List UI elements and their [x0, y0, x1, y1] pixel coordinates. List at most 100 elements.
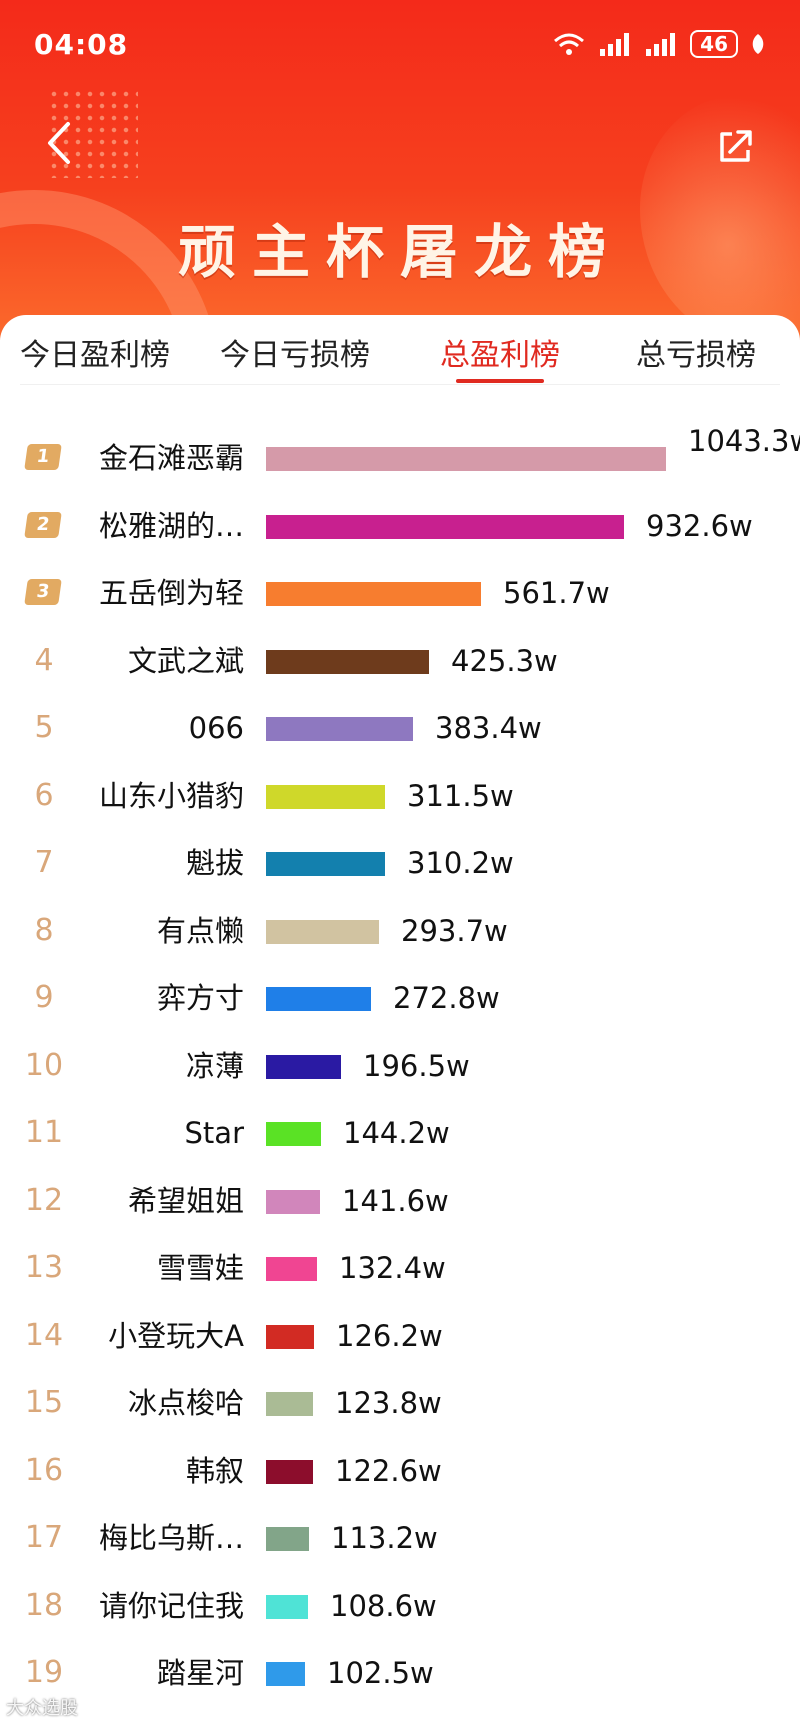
rank-number: 7 [34, 845, 54, 880]
trader-name: 弈方寸 [156, 981, 244, 1015]
rank-number: 16 [24, 1452, 64, 1488]
header-banner: 04:08 46 顽主杯屠龙榜 [0, 0, 800, 340]
wifi-icon [554, 33, 585, 55]
trader-name: 冰点梭哈 [127, 1386, 244, 1420]
profit-value: 425.3w [451, 643, 558, 678]
profit-value: 561.7w [503, 576, 610, 610]
profit-value: 102.5w [327, 1656, 434, 1690]
trader-name: 文武之斌 [127, 643, 244, 678]
rank-number: 14 [24, 1317, 64, 1353]
ranking-row[interactable]: 6 山东小猎豹 311.5w [0, 766, 800, 826]
profit-bar [266, 784, 385, 809]
back-arrow-icon[interactable] [40, 118, 76, 168]
trader-name: 金石滩恶霸 [98, 441, 244, 475]
ranking-row[interactable]: 1 金石滩恶霸 1043.3w [0, 424, 800, 488]
rank-medal-badge: 1 [24, 444, 62, 470]
rank-number: 11 [24, 1115, 64, 1150]
ranking-row[interactable]: 13 雪雪娃 132.4w [0, 1238, 800, 1298]
status-icons: 46 [552, 30, 766, 58]
profit-bar [266, 919, 379, 944]
profit-value: 144.2w [343, 1116, 450, 1150]
rank-number: 10 [24, 1047, 64, 1083]
profit-bar [266, 447, 666, 471]
tab-bar: 今日盈利榜 今日亏损榜 总盈利榜 总亏损榜 [0, 315, 800, 393]
ranking-row[interactable]: 12 希望姐姐 141.6w [0, 1171, 800, 1231]
profit-value: 122.6w [335, 1453, 442, 1488]
trader-name: 山东小猎豹 [98, 778, 244, 813]
profit-bar [266, 1122, 321, 1146]
watermark: 大众选股 [6, 1698, 78, 1719]
ranking-row[interactable]: 15 冰点梭哈 123.8w [0, 1373, 800, 1433]
signal-icon [600, 33, 630, 56]
trader-name: 请你记住我 [98, 1588, 244, 1623]
rank-number: 8 [34, 912, 54, 948]
ranking-row[interactable]: 7 魁拔 310.2w [0, 833, 800, 893]
ranking-row[interactable]: 18 请你记住我 108.6w [0, 1576, 800, 1636]
trader-name: 066 [188, 711, 244, 745]
battery-level: 46 [690, 30, 738, 58]
rank-number: 6 [34, 777, 54, 813]
status-time: 04:08 [34, 28, 129, 61]
profit-bar [266, 987, 371, 1011]
rank-number: 15 [24, 1385, 64, 1420]
trader-name: 魁拔 [185, 846, 244, 880]
profit-bar [266, 1189, 320, 1214]
ranking-row[interactable]: 3 五岳倒为轻 561.7w [0, 563, 800, 623]
profit-value: 132.4w [339, 1251, 446, 1285]
profit-bar [266, 649, 429, 674]
rank-number: 4 [34, 642, 54, 678]
ranking-row[interactable]: 5 066 383.4w [0, 698, 800, 758]
rank-number: 13 [24, 1250, 64, 1285]
profit-bar [266, 1324, 314, 1349]
profit-bar [266, 1257, 317, 1281]
profit-bar [266, 1054, 341, 1079]
ranking-row[interactable]: 2 松雅湖的… 932.6w [0, 496, 800, 556]
trader-name: 五岳倒为轻 [98, 576, 244, 610]
rank-medal-badge: 2 [24, 511, 62, 538]
trader-name: Star [184, 1116, 244, 1150]
ranking-row[interactable]: 9 弈方寸 272.8w [0, 968, 800, 1028]
rank-number: 17 [24, 1520, 64, 1555]
ranking-row[interactable]: 19 踏星河 102.5w [0, 1643, 800, 1703]
ranking-row[interactable]: 4 文武之斌 425.3w [0, 631, 800, 691]
trader-name: 松雅湖的… [98, 508, 244, 543]
ranking-row[interactable]: 8 有点懒 293.7w [0, 901, 800, 961]
rank-number: 19 [24, 1655, 64, 1690]
rank-number: 5 [34, 710, 54, 745]
profit-value: 108.6w [330, 1588, 437, 1623]
profit-value: 383.4w [435, 711, 542, 745]
profit-value: 311.5w [407, 778, 514, 813]
ranking-row[interactable]: 17 梅比乌斯… 113.2w [0, 1508, 800, 1568]
profit-bar [266, 1527, 309, 1551]
ranking-row[interactable]: 11 Star 144.2w [0, 1103, 800, 1163]
trader-name: 有点懒 [156, 913, 244, 948]
active-tab-indicator [456, 379, 544, 383]
tab-total-loss[interactable]: 总亏损榜 [636, 338, 756, 373]
rank-medal-badge: 3 [24, 579, 62, 605]
ranking-row[interactable]: 14 小登玩大A 126.2w [0, 1306, 800, 1366]
profit-value: 272.8w [393, 981, 500, 1015]
decor-dots [48, 88, 138, 178]
page-title: 顽主杯屠龙榜 [177, 218, 622, 286]
tab-total-profit[interactable]: 总盈利榜 [440, 338, 560, 373]
trader-name: 韩叙 [185, 1453, 244, 1488]
profit-value: 1043.3w [688, 424, 800, 458]
profit-bar [266, 1662, 305, 1686]
profit-bar [266, 582, 481, 606]
profit-value: 123.8w [335, 1386, 442, 1420]
profit-bar [266, 717, 413, 741]
rank-number: 18 [24, 1587, 64, 1623]
profit-bar [266, 1459, 313, 1484]
profit-bar [266, 514, 624, 539]
trader-name: 梅比乌斯… [98, 1521, 244, 1555]
tab-today-profit[interactable]: 今日盈利榜 [20, 338, 170, 373]
share-icon[interactable] [716, 126, 756, 166]
profit-value: 196.5w [363, 1048, 470, 1083]
trader-name: 凉薄 [185, 1048, 244, 1083]
ranking-row[interactable]: 10 凉薄 196.5w [0, 1036, 800, 1096]
profit-bar [266, 852, 385, 876]
trader-name: 雪雪娃 [156, 1251, 244, 1285]
profit-bar [266, 1594, 308, 1619]
ranking-row[interactable]: 16 韩叙 122.6w [0, 1441, 800, 1501]
tab-today-loss[interactable]: 今日亏损榜 [220, 338, 370, 373]
